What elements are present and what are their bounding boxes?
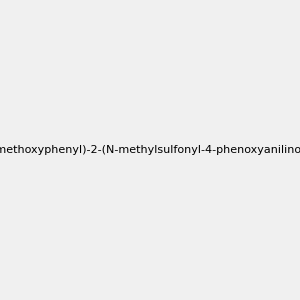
- Text: N-(5-chloro-2-methoxyphenyl)-2-(N-methylsulfonyl-4-phenoxyanilino)propanamide: N-(5-chloro-2-methoxyphenyl)-2-(N-methyl…: [0, 145, 300, 155]
